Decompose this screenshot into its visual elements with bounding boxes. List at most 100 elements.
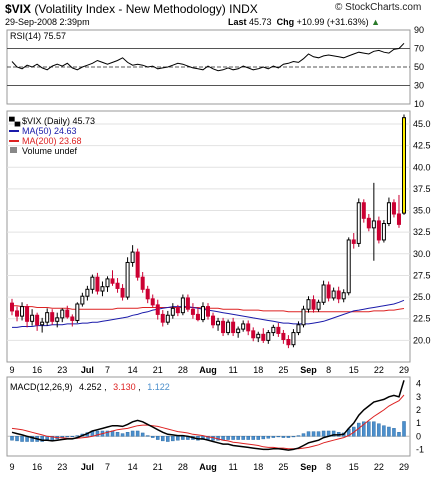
price-tick-label: 27.5 bbox=[413, 270, 431, 280]
legend-vix: $VIX (Daily) 45.73 bbox=[22, 116, 95, 126]
macd-legend-sep1: , bbox=[104, 382, 107, 392]
candle-body bbox=[30, 314, 35, 322]
candle-body bbox=[251, 330, 256, 339]
macd-histogram-bar bbox=[246, 436, 250, 440]
macd-legend: MACD(12,26,9) 4.252 , 3.130 , 1.122 bbox=[10, 382, 170, 392]
candle-body bbox=[241, 323, 246, 330]
macd-histogram-bar bbox=[387, 426, 391, 437]
candle-body bbox=[65, 309, 70, 318]
candle-body bbox=[316, 301, 321, 310]
price-tick-label: 25.0 bbox=[413, 292, 431, 302]
rsi-line bbox=[11, 42, 405, 72]
date-tick-label: 7 bbox=[105, 365, 110, 375]
last-label: Last bbox=[228, 17, 247, 27]
macd-panel: 4 3 2 1 0 -1 MACD(12,26,9) 4.252 , 3.130 , 1.… bbox=[6, 376, 424, 457]
macd-histogram-bar bbox=[251, 436, 255, 440]
chg-value: +10.99 (+31.63%) bbox=[296, 17, 369, 27]
macd-histogram-bar bbox=[256, 436, 261, 440]
date-tick-label: 9 bbox=[9, 462, 14, 472]
price-tick-label: 37.5 bbox=[413, 184, 431, 194]
macd-hist-value: 1.122 bbox=[147, 382, 170, 392]
rsi-tick-label: 90 bbox=[414, 25, 424, 35]
brand-watermark: © StockCharts.com bbox=[335, 2, 422, 13]
candle-body bbox=[221, 320, 226, 334]
candle-body bbox=[155, 304, 160, 315]
macd-line bbox=[11, 380, 405, 451]
candle-body bbox=[341, 292, 346, 300]
candle-body bbox=[135, 251, 140, 278]
date-tick-label: 15 bbox=[349, 462, 359, 472]
date-tick-label: 22 bbox=[374, 462, 384, 472]
macd-histogram-bar bbox=[286, 436, 291, 438]
price-tick-label: 42.5 bbox=[413, 141, 431, 151]
candle-body bbox=[266, 332, 271, 341]
macd-histogram-bar bbox=[30, 436, 34, 442]
macd-histogram-bar bbox=[311, 431, 316, 437]
candle-body bbox=[301, 308, 306, 326]
candle-body bbox=[35, 314, 40, 326]
date-tick-label: 18 bbox=[253, 365, 263, 375]
macd-histogram-bar bbox=[362, 421, 366, 437]
macd-histogram-bar bbox=[40, 436, 44, 442]
candle-body bbox=[321, 284, 326, 303]
date-tick-label: 21 bbox=[153, 462, 163, 472]
candle-body bbox=[95, 276, 100, 292]
macd-tick-label: -1 bbox=[416, 444, 424, 454]
candle-body bbox=[145, 288, 150, 300]
date-tick-label: Aug bbox=[199, 365, 217, 375]
candle-body bbox=[80, 295, 85, 305]
rsi-tick-label: 70 bbox=[414, 44, 424, 54]
candle-body bbox=[175, 307, 180, 314]
candle-body bbox=[9, 302, 15, 312]
candle-body bbox=[236, 328, 241, 334]
candle-body bbox=[140, 276, 145, 290]
date-tick-label: 28 bbox=[178, 365, 188, 375]
candle-body bbox=[376, 220, 381, 241]
date-tick-label: Sep bbox=[300, 365, 317, 375]
macd-histogram-bar bbox=[241, 436, 245, 440]
macd-histogram-bar bbox=[331, 430, 336, 437]
candle-body bbox=[195, 313, 200, 321]
timestamp: 29-Sep-2008 2:39pm bbox=[5, 17, 90, 27]
macd-legend-sep2: , bbox=[138, 382, 141, 392]
price-tick-label: 35.0 bbox=[413, 206, 431, 216]
macd-histogram-bar bbox=[115, 432, 120, 437]
date-tick-label: 18 bbox=[253, 462, 263, 472]
candle-body bbox=[160, 313, 165, 323]
macd-histogram-bar bbox=[231, 436, 235, 440]
macd-histogram-bar bbox=[271, 436, 276, 438]
candle-body bbox=[40, 321, 45, 326]
macd-legend-title: MACD(12,26,9) bbox=[10, 382, 73, 392]
symbol: $VIX bbox=[5, 2, 32, 16]
candle-body bbox=[401, 117, 407, 214]
candle-body bbox=[371, 220, 376, 229]
candle-body bbox=[45, 312, 50, 323]
price-tick-label: 32.5 bbox=[413, 227, 431, 237]
rsi-tick-label: 30 bbox=[414, 81, 424, 91]
macd-histogram-bar bbox=[75, 435, 80, 437]
macd-histogram-bar bbox=[276, 436, 281, 438]
candle-body bbox=[311, 299, 316, 310]
macd-histogram-bar bbox=[120, 433, 125, 437]
candle-body bbox=[351, 239, 356, 244]
macd-histogram-bar bbox=[171, 436, 175, 442]
candle-body bbox=[306, 299, 311, 310]
candle-body bbox=[205, 306, 211, 317]
macd-tick-label: 3 bbox=[416, 392, 421, 402]
date-tick-label: Sep bbox=[300, 462, 317, 472]
macd-frame bbox=[6, 376, 411, 457]
macd-histogram-bar bbox=[125, 432, 130, 437]
macd-histogram-bar bbox=[155, 436, 160, 440]
rsi-tick-label: 50 bbox=[414, 62, 424, 72]
macd-histogram-bar bbox=[15, 436, 19, 442]
macd-histogram-bar bbox=[10, 436, 14, 441]
price-tick-label: 22.5 bbox=[413, 314, 431, 324]
macd-histogram-bar bbox=[20, 436, 24, 442]
macd-histogram-bar bbox=[261, 436, 266, 440]
macd-tick-label: 0 bbox=[416, 431, 421, 441]
candle-body bbox=[211, 315, 216, 326]
candle-body bbox=[190, 308, 195, 315]
candle-body bbox=[165, 314, 170, 323]
candle-body bbox=[170, 307, 175, 316]
